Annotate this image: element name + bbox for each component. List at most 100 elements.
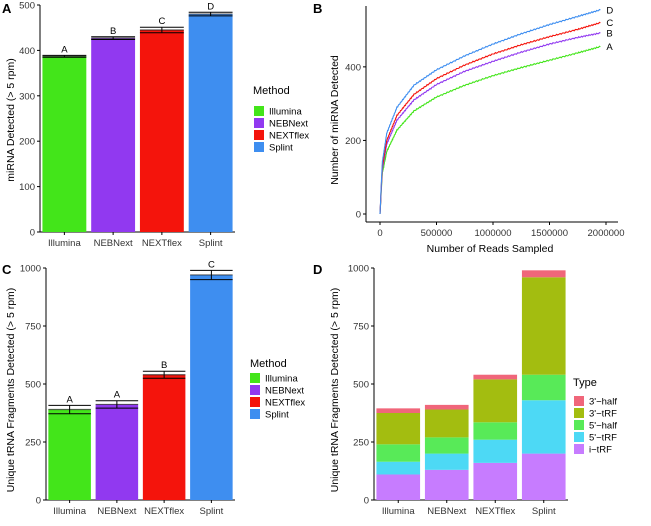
panel-d-x-tick-label: NEBNext: [427, 506, 466, 517]
panel-d-legend-label: 3'−half: [589, 397, 617, 408]
panel-d-bar-segment: [376, 408, 421, 413]
panel-d-bar-segment: [473, 462, 518, 500]
panel-a-legend-label: NEXTflex: [269, 131, 309, 142]
panel-b-x-tick-label: 1000000: [475, 228, 512, 239]
panel-a-bar: [42, 56, 87, 232]
panel-b-series-label: B: [606, 29, 612, 40]
panel-a-x-tick-label: NEXTflex: [142, 238, 182, 249]
panel-d-legend-swatch: [574, 444, 584, 454]
panel-c-significance-label: B: [161, 360, 167, 371]
panel-b-series-label: A: [606, 42, 613, 53]
panel-a-bar: [91, 38, 136, 232]
panel-d-bar-segment: [376, 413, 421, 445]
panel-a-y-tick-label: 200: [19, 137, 35, 148]
panel-d-legend-swatch: [574, 420, 584, 430]
panel-c-legend-swatch: [250, 373, 260, 383]
panel-c-legend-label: Splint: [265, 410, 289, 421]
panel-d-x-tick-label: Illumina: [382, 506, 415, 517]
panel-d-y-tick-label: 0: [364, 496, 369, 507]
panel-c-bar: [48, 409, 91, 500]
panel-d-bar-segment: [521, 453, 566, 500]
panel-c-letter: C: [2, 262, 12, 277]
panel-d-bar-segment: [424, 453, 469, 470]
panel-c-legend-title: Method: [250, 358, 287, 370]
panel-d-bar-segment: [424, 437, 469, 454]
panel-a-y-tick-label: 100: [19, 182, 35, 193]
panel-b-y-tick-label: 0: [356, 210, 361, 221]
panel-a-letter: A: [2, 1, 12, 16]
panel-d-bar-segment: [521, 277, 566, 375]
panel-b-series-label: C: [606, 18, 613, 29]
panel-b-series-line: [379, 31, 601, 215]
panel-c-legend-swatch: [250, 397, 260, 407]
panel-d-y-tick-label: 500: [353, 380, 369, 391]
panel-d-bar-segment: [424, 404, 469, 410]
panel-a-significance-label: A: [61, 44, 68, 55]
panel-a-legend-swatch: [254, 130, 264, 140]
panel-d-bar-segment: [376, 444, 421, 462]
panel-d-legend-label: 3'−tRF: [589, 409, 617, 420]
panel-d-bar-segment: [473, 374, 518, 380]
panel-d-legend-swatch: [574, 396, 584, 406]
panel-a-x-tick-label: NEBNext: [94, 238, 133, 249]
panel-c-legend-label: NEBNext: [265, 386, 304, 397]
panel-d-y-tick-label: 750: [353, 322, 369, 333]
panel-a-bar: [139, 29, 184, 232]
panel-c-x-tick-label: Splint: [199, 506, 223, 517]
panel-c-y-tick-label: 750: [25, 322, 41, 333]
panel-c-x-tick-label: NEBNext: [97, 506, 136, 517]
panel-b-x-tick-label: 500000: [421, 228, 453, 239]
panel-c-bar: [190, 274, 233, 500]
panel-a-legend-swatch: [254, 118, 264, 128]
panel-d-legend-label: 5'−tRF: [589, 433, 617, 444]
panel-a-y-tick-label: 300: [19, 91, 35, 102]
panel-c-x-tick-label: Illumina: [53, 506, 86, 517]
panel-a-legend-swatch: [254, 106, 264, 116]
panel-a: A miRNA Detected (> 5 rpm) 0 100 200 300 400…: [2, 1, 309, 250]
panel-a-legend-swatch: [254, 142, 264, 152]
panel-b-y-tick-label: 200: [345, 136, 361, 147]
panel-a-y-tick-label: 0: [30, 228, 35, 239]
panel-b-series-line: [379, 8, 601, 215]
panel-c-y-tick-label: 500: [25, 380, 41, 391]
panel-a-legend-label: NEBNext: [269, 119, 308, 130]
panel-d-x-tick-label: Splint: [532, 506, 556, 517]
panel-a-legend-label: Illumina: [269, 107, 302, 118]
panel-d-bar-segment: [521, 270, 566, 278]
panel-c-legend-label: NEXTflex: [265, 398, 305, 409]
panel-d-legend-swatch: [574, 432, 584, 442]
panel-d-bar-segment: [473, 379, 518, 423]
panel-c-ylabel: Unique tRNA Fragments Detected (> 5 rpm): [5, 288, 17, 493]
panel-b-x-tick-label: 0: [377, 228, 382, 239]
panel-a-significance-label: D: [207, 1, 214, 12]
panel-d-y-tick-label: 1000: [348, 264, 369, 275]
panel-d: D Unique tRNA Fragments Detected (> 5 rp…: [313, 262, 617, 517]
panel-d-bar-segment: [473, 439, 518, 463]
panel-b-ylabel: Number of miRNA Detected: [329, 55, 341, 185]
panel-a-y-tick-label: 500: [19, 1, 35, 12]
panel-c-bar: [142, 374, 186, 500]
panel-b-x-tick-label: 1500000: [531, 228, 568, 239]
panel-d-x-tick-label: NEXTflex: [475, 506, 515, 517]
panel-b-series-label: D: [606, 5, 613, 16]
panel-d-letter: D: [313, 262, 322, 277]
panel-b-y-tick-label: 400: [345, 62, 361, 73]
panel-b-xlabel: Number of Reads Sampled: [427, 243, 554, 255]
panel-d-legend-title: Type: [573, 377, 597, 389]
panel-a-legend-title: Method: [253, 85, 290, 97]
panel-d-bar-segment: [521, 400, 566, 454]
panel-c-significance-label: A: [66, 394, 73, 405]
panel-d-ylabel: Unique tRNA Fragments Detected (> 5 rpm): [329, 288, 341, 493]
panel-c-x-tick-label: NEXTflex: [144, 506, 184, 517]
panel-d-bar-segment: [424, 469, 469, 500]
panel-c-legend-swatch: [250, 409, 260, 419]
panel-d-legend-swatch: [574, 408, 584, 418]
panel-c-legend-swatch: [250, 385, 260, 395]
panel-c: C Unique tRNA Fragments Detected (> 5 rp…: [2, 259, 305, 517]
panel-a-bar: [188, 14, 233, 232]
panel-a-legend-label: Splint: [269, 143, 293, 154]
panel-c-bar: [95, 404, 139, 500]
panel-a-y-tick-label: 400: [19, 46, 35, 57]
panel-d-bar-segment: [424, 409, 469, 438]
panel-c-y-tick-label: 1000: [20, 264, 41, 275]
